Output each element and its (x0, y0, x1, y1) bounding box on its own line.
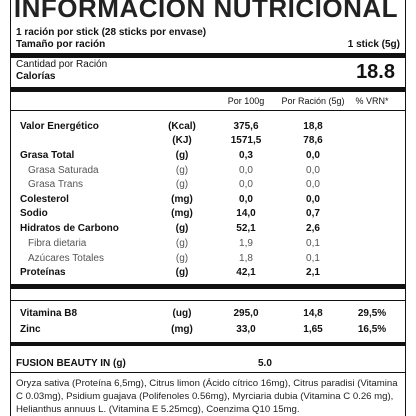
row-unit: (g) (175, 165, 189, 176)
row-unit: (mg) (171, 194, 193, 205)
row-value: 0,1 (306, 253, 320, 264)
row-value: 14,8 (303, 308, 323, 319)
row-label: Valor Energético (20, 121, 99, 132)
row-label: Azúcares Totales (28, 253, 104, 264)
border (405, 0, 406, 416)
row-unit: (Kcal) (168, 121, 196, 132)
row-value: 52,1 (236, 223, 256, 234)
row-value: 0,0 (306, 179, 320, 190)
row-value: 0,3 (239, 150, 253, 161)
row-label: Vitamina B8 (20, 308, 78, 319)
row-value: 14,0 (236, 208, 256, 219)
row-value: 33,0 (236, 324, 256, 335)
ingredients: Oryza sativa (Proteína 6,5mg), Citrus li… (16, 378, 398, 415)
serving-size-label: Tamaño por ración (16, 39, 106, 50)
thick-rule (10, 342, 406, 346)
row-unit: (g) (175, 150, 189, 161)
row-label: Fibra dietaria (28, 238, 87, 249)
column-header: % VRN* (355, 96, 389, 106)
rule (10, 300, 406, 301)
row-value: 0,0 (306, 194, 320, 205)
row-label: Sodio (20, 208, 48, 219)
rule (10, 110, 406, 111)
row-unit: (g) (175, 267, 189, 278)
row-label: Proteínas (20, 267, 66, 278)
row-value: 0,0 (239, 165, 253, 176)
column-header: Por Ración (5g) (281, 96, 345, 106)
column-header: Por 100g (227, 96, 265, 106)
row-value: 2,6 (306, 223, 320, 234)
row-unit: (ug) (172, 308, 192, 319)
row-value: 2,1 (306, 267, 320, 278)
thick-rule (10, 284, 406, 289)
servings: 1 ración por stick (28 sticks por envase… (16, 27, 207, 38)
row-label: Colesterol (20, 194, 69, 205)
calories-value: 18.8 (356, 61, 395, 83)
row-value: 1,65 (303, 324, 323, 335)
row-value: 0,0 (239, 179, 253, 190)
row-value: 29,5% (357, 308, 387, 319)
row-value: 0,0 (306, 150, 320, 161)
row-label: Grasa Trans (28, 179, 84, 190)
blend-value: 5.0 (258, 358, 272, 369)
row-label: Hidratos de Carbono (20, 223, 119, 234)
row-unit: (mg) (171, 324, 193, 335)
row-value: 1,8 (239, 253, 253, 264)
row-value: 18,8 (303, 121, 323, 132)
row-value: 1571,5 (230, 135, 262, 146)
row-unit: (mg) (171, 208, 193, 219)
rule (10, 372, 406, 373)
title: INFORMACIÓN NUTRICIONAL (13, 0, 399, 23)
row-value: 16,5% (357, 324, 387, 335)
row-unit: (g) (175, 238, 189, 249)
calories-label: Calorías (16, 71, 56, 82)
border (10, 0, 11, 416)
blend-label: FUSION BEAUTY IN (g) (16, 358, 126, 369)
row-value: 42,1 (236, 267, 256, 278)
row-value: 0,0 (306, 165, 320, 176)
row-unit: (g) (175, 179, 189, 190)
row-value: 0,7 (306, 208, 320, 219)
row-value: 375,6 (233, 121, 259, 132)
row-label: Grasa Saturada (28, 165, 99, 176)
row-value: 0,1 (306, 238, 320, 249)
thick-rule (10, 53, 406, 58)
serving-size: 1 stick (5g) (347, 39, 400, 50)
row-unit: (g) (175, 253, 189, 264)
amount-label: Cantidad por Ración (16, 59, 108, 70)
row-unit: (KJ) (172, 135, 192, 146)
row-label: Zinc (20, 324, 41, 335)
row-label: Grasa Total (20, 150, 75, 161)
row-value: 295,0 (233, 308, 259, 319)
row-value: 0,0 (239, 194, 253, 205)
thick-rule (10, 87, 406, 92)
row-value: 1,9 (239, 238, 253, 249)
row-value: 78,6 (303, 135, 323, 146)
row-unit: (g) (175, 223, 189, 234)
